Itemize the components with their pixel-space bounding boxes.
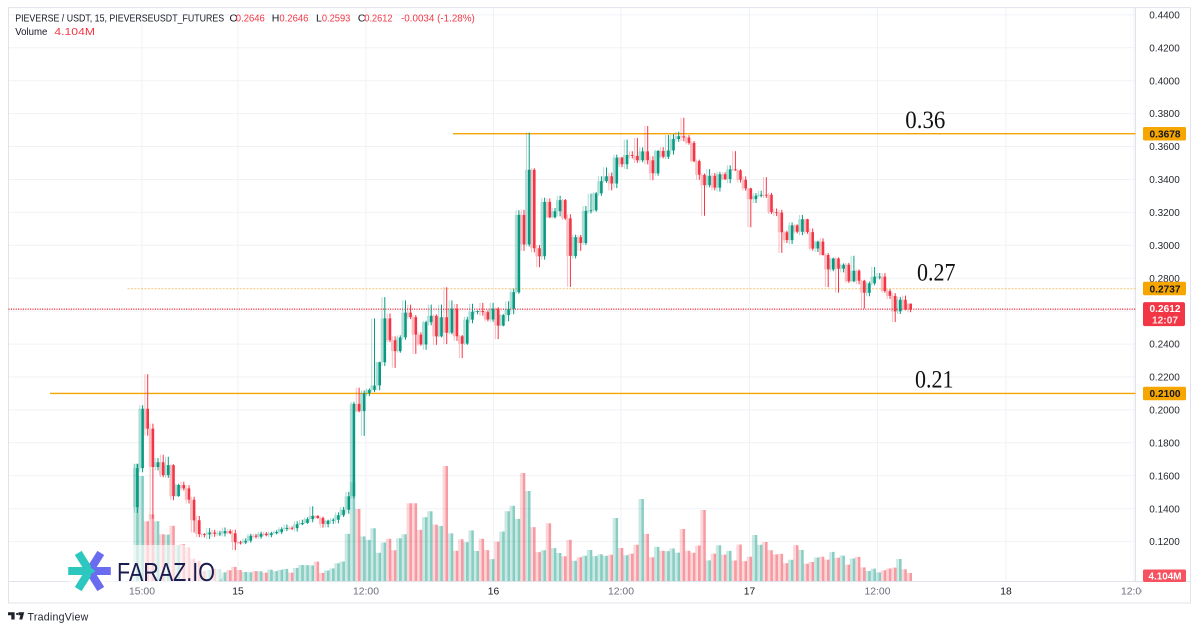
svg-text:0.2646: 0.2646	[236, 13, 265, 25]
svg-text:12:00: 12:00	[865, 587, 891, 598]
svg-text:L: L	[316, 13, 322, 25]
svg-text:0.4000: 0.4000	[1149, 76, 1180, 87]
svg-text:0.2000: 0.2000	[1149, 406, 1180, 417]
svg-text:12:00: 12:00	[608, 587, 634, 598]
svg-text:FARAZ.IO: FARAZ.IO	[117, 557, 215, 587]
svg-text:Volume: Volume	[15, 26, 47, 38]
svg-text:12:07: 12:07	[1152, 315, 1178, 327]
svg-text:0.1800: 0.1800	[1149, 438, 1180, 449]
svg-text:0.3678: 0.3678	[1150, 129, 1181, 141]
svg-text:0.1600: 0.1600	[1149, 471, 1180, 482]
svg-text:0.3600: 0.3600	[1149, 142, 1180, 153]
svg-text:15: 15	[232, 587, 244, 598]
svg-text:0.2400: 0.2400	[1149, 340, 1180, 351]
svg-text:0.2612: 0.2612	[1150, 303, 1181, 315]
svg-text:12:00: 12:00	[353, 587, 379, 598]
svg-text:TradingView: TradingView	[28, 611, 89, 623]
svg-text:0.2737: 0.2737	[1150, 283, 1181, 295]
svg-text:16: 16	[488, 587, 500, 598]
svg-text:C: C	[358, 13, 366, 25]
svg-text:0.4400: 0.4400	[1149, 11, 1180, 22]
svg-text:0.27: 0.27	[917, 258, 956, 287]
svg-text:0.2800: 0.2800	[1149, 274, 1180, 285]
svg-text:0.2593: 0.2593	[322, 13, 351, 25]
svg-text:4.104M: 4.104M	[1149, 570, 1182, 582]
svg-text:18: 18	[1000, 587, 1012, 598]
svg-text:O: O	[230, 13, 238, 25]
svg-text:0.3200: 0.3200	[1149, 208, 1180, 219]
svg-text:PIEVERSE / USDT, 15, PIEVERSEU: PIEVERSE / USDT, 15, PIEVERSEUSDT_FUTURE…	[15, 13, 224, 25]
svg-text:17: 17	[744, 587, 756, 598]
svg-text:0.2612: 0.2612	[364, 13, 392, 25]
svg-text:0.21: 0.21	[915, 365, 954, 394]
svg-text:0.3400: 0.3400	[1149, 175, 1180, 186]
svg-text:15:00: 15:00	[129, 587, 155, 598]
svg-text:0.4200: 0.4200	[1149, 43, 1180, 54]
svg-text:0.3800: 0.3800	[1149, 109, 1180, 120]
svg-text:H: H	[272, 13, 280, 25]
svg-text:0.1400: 0.1400	[1149, 504, 1180, 515]
svg-text:4.104M: 4.104M	[54, 26, 95, 38]
svg-text:0.3000: 0.3000	[1149, 241, 1180, 252]
svg-text:0.36: 0.36	[905, 105, 945, 134]
svg-text:0.1200: 0.1200	[1149, 537, 1180, 548]
svg-text:12:00: 12:00	[1121, 587, 1147, 598]
svg-text:0.2646: 0.2646	[279, 13, 308, 25]
svg-text:-0.0034 (-1.28%): -0.0034 (-1.28%)	[401, 13, 475, 25]
svg-text:0.2200: 0.2200	[1149, 373, 1180, 384]
svg-text:0.2100: 0.2100	[1150, 388, 1181, 400]
